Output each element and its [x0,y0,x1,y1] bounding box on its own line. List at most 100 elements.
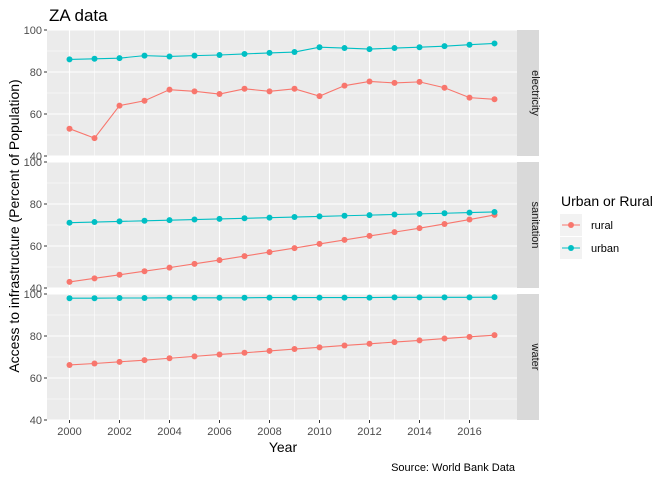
data-point-urban [291,294,298,301]
data-point-rural [116,358,123,365]
y-tick-label: 60 [30,241,42,253]
x-tick-label: 2012 [357,426,381,438]
data-point-rural [166,355,173,362]
data-point-urban [416,294,423,301]
facet-strip [517,162,539,288]
data-point-rural [491,332,498,339]
data-point-urban [466,41,473,48]
data-point-urban [91,55,98,62]
data-point-urban [341,294,348,301]
data-point-urban [116,218,123,225]
x-tick-label: 2014 [407,426,431,438]
data-point-urban [291,49,298,56]
series-line-rural [69,80,495,139]
data-point-rural [166,264,173,271]
y-tick-label: 100 [24,25,42,37]
facet-sanitation: 40 60 80 100 sanitation [24,157,541,295]
legend-key-point [568,222,574,228]
data-point-rural [241,85,248,92]
data-point-urban [116,55,123,62]
legend-label: rural [591,220,613,232]
data-point-urban [441,294,448,301]
series-line-rural [69,214,495,283]
data-point-rural [416,78,423,85]
data-point-rural [316,93,323,100]
data-point-urban [491,208,498,215]
data-point-urban [66,295,73,302]
legend-entry-rural: rural [560,214,613,236]
data-point-urban [141,294,148,301]
data-point-rural [191,88,198,95]
data-point-rural [141,357,148,364]
data-point-urban [441,43,448,50]
series-line-urban [69,296,495,299]
data-point-rural [241,253,248,260]
data-point-urban [166,217,173,224]
data-point-rural [191,353,198,360]
y-tick-label: 100 [24,157,42,169]
data-point-rural [416,225,423,232]
data-point-urban [316,44,323,51]
facet-electricity: 40 60 80 100 electricity [24,25,541,163]
data-point-rural [91,275,98,282]
facet-strip-label: sanitation [529,201,541,248]
x-tick-label: 2002 [107,426,131,438]
legend-title: Urban or Rural [561,193,653,209]
data-point-rural [66,125,73,132]
data-point-rural [316,240,323,247]
legend-key-point [568,245,574,251]
facet-strip [517,294,539,420]
data-point-rural [66,278,73,285]
legend-entry-urban: urban [560,237,619,259]
data-point-rural [441,84,448,91]
x-tick-label: 2010 [307,426,331,438]
data-point-rural [341,82,348,89]
data-point-rural [66,361,73,368]
data-point-urban [266,49,273,56]
facet-panels: 406080100electricity406080100sanitation4… [24,25,541,438]
data-point-rural [366,232,373,239]
data-point-rural [341,342,348,349]
x-tick-label: 2008 [257,426,281,438]
data-point-urban [216,215,223,222]
data-point-rural [366,78,373,85]
data-point-urban [216,294,223,301]
data-point-rural [441,220,448,227]
data-point-urban [91,219,98,226]
data-point-rural [466,333,473,340]
data-point-urban [466,209,473,216]
data-point-urban [216,51,223,58]
data-point-urban [66,219,73,226]
facet-strip-label: water [529,343,541,371]
data-point-rural [291,85,298,92]
legend-label: urban [591,243,619,255]
y-tick-label: 80 [30,67,42,79]
data-point-urban [341,212,348,219]
data-point-urban [366,46,373,53]
data-point-rural [266,88,273,95]
data-point-rural [166,86,173,93]
data-point-urban [191,52,198,59]
data-point-urban [266,214,273,221]
facet-water: 40 60 80 100 water [24,289,541,427]
data-point-rural [391,339,398,346]
data-point-urban [416,44,423,51]
data-point-urban [441,210,448,217]
data-point-urban [291,214,298,221]
y-tick-label: 80 [30,199,42,211]
y-tick-label: 60 [30,373,42,385]
chart-caption: Source: World Bank Data [391,462,516,474]
x-tick-label: 2006 [207,426,231,438]
data-point-urban [241,294,248,301]
data-point-urban [191,216,198,223]
data-point-rural [216,351,223,358]
data-point-rural [91,135,98,142]
data-point-rural [241,349,248,356]
data-point-urban [491,294,498,301]
data-point-urban [241,215,248,222]
data-point-urban [116,294,123,301]
y-axis-label: Access to infrastructure (Percent of Pop… [6,79,22,372]
y-tick-label: 40 [30,151,42,163]
data-point-rural [91,360,98,367]
